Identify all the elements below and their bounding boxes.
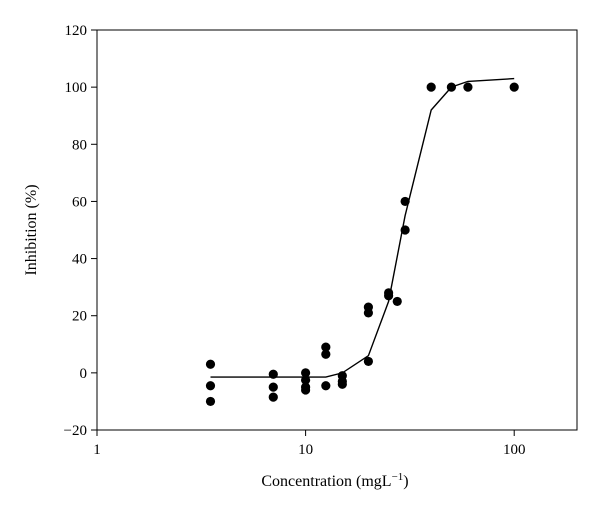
data-point	[400, 196, 410, 207]
y-axis: −20 0 20 40 60 80 100 120	[64, 23, 97, 439]
data-points-layer	[205, 82, 519, 407]
data-point	[301, 375, 311, 385]
data-point	[205, 396, 216, 407]
data-point	[426, 82, 436, 92]
x-axis-title: Concentration (mgL−1)	[261, 471, 408, 490]
data-point	[321, 342, 331, 352]
data-point	[509, 82, 519, 92]
y-tick-label: 60	[72, 194, 87, 210]
y-tick-label: 80	[72, 137, 87, 153]
data-point	[205, 381, 216, 391]
data-point	[463, 82, 473, 92]
data-point	[321, 381, 331, 391]
x-tick-label: 100	[503, 442, 526, 458]
y-tick-label: 40	[72, 252, 87, 268]
x-tick-label: 10	[298, 442, 313, 458]
y-tick-label: −20	[64, 423, 87, 439]
data-point	[392, 296, 402, 307]
y-tick-label: 100	[65, 80, 88, 96]
data-point	[301, 385, 311, 395]
data-point	[400, 225, 410, 235]
x-tick-label: 1	[93, 442, 101, 458]
data-point	[268, 392, 278, 402]
data-point	[446, 82, 457, 92]
x-axis-title-superscript: −1	[392, 471, 404, 483]
x-axis-title-main: Concentration (mgL	[261, 473, 391, 490]
data-point	[321, 349, 331, 359]
data-point	[363, 356, 373, 367]
fit-curve-layer	[210, 77, 515, 378]
data-point	[268, 382, 278, 392]
y-tick-label: 120	[65, 23, 88, 39]
y-axis-title: Inhibition (%)	[23, 184, 40, 275]
data-point	[268, 369, 278, 379]
fit-curve	[210, 77, 515, 378]
x-axis: 1 10 100	[93, 430, 525, 458]
data-point	[363, 308, 373, 318]
data-point	[301, 368, 311, 378]
y-tick-label: 20	[72, 309, 87, 325]
data-point	[205, 359, 216, 369]
data-point	[337, 379, 347, 389]
y-tick-label: 0	[80, 366, 88, 382]
plot-frame	[96, 29, 578, 431]
data-point	[384, 291, 394, 301]
x-axis-title-close: )	[403, 473, 408, 490]
